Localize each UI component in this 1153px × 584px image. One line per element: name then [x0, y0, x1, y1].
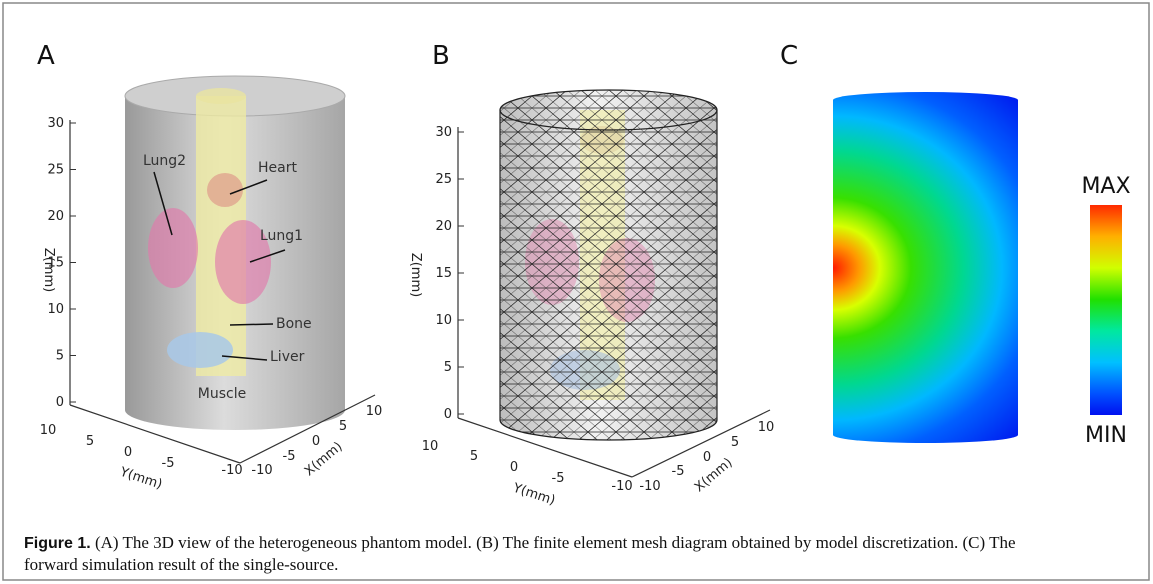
z-tick-label: 30	[435, 125, 452, 140]
z-tick-label: 15	[47, 256, 64, 271]
y-tick-label: -5	[162, 456, 175, 471]
y-tick-label: 5	[470, 449, 478, 464]
y-tick-label: 5	[86, 434, 94, 449]
x-tick-label: -10	[251, 463, 272, 478]
organ-label: Lung1	[260, 228, 303, 244]
panel-label: C	[780, 41, 798, 71]
organ-label: Liver	[270, 349, 305, 365]
x-tick-label: 10	[366, 404, 383, 419]
x-tick-label: 5	[339, 419, 347, 434]
y-tick-label: 0	[510, 460, 518, 475]
organ-label: Heart	[258, 160, 297, 176]
axis-line	[239, 394, 376, 464]
y-tick-label: 0	[124, 445, 132, 460]
y-axis-label: Y(mm)	[117, 465, 164, 493]
caption: Figure 1. (A) The 3D view of the heterog…	[24, 532, 1024, 575]
y-tick-label: 10	[422, 439, 439, 454]
axis-line	[457, 417, 633, 478]
z-tick-label: 15	[435, 266, 452, 281]
x-axis-label: X(mm)	[302, 439, 346, 479]
x-tick-label: 10	[758, 420, 775, 435]
z-tick-label: 10	[435, 313, 452, 328]
z-tick-label: 5	[444, 360, 452, 375]
y-axis-label: Y(mm)	[510, 481, 557, 509]
z-tick-label: 10	[47, 302, 64, 317]
x-axis-label: X(mm)	[692, 455, 736, 495]
x-tick-label: 0	[312, 434, 320, 449]
z-tick-label: 0	[444, 407, 452, 422]
panel-c-heatmap: MAX MIN	[833, 92, 1131, 448]
x-tick-label: -10	[639, 479, 660, 494]
panel-label: B	[432, 41, 450, 71]
axis-line	[631, 409, 771, 478]
z-tick-label: 25	[435, 172, 452, 187]
z-tick-label: 25	[47, 163, 64, 178]
caption-text: (A) The 3D view of the heterogeneous pha…	[24, 533, 1016, 574]
z-tick-label: 20	[47, 209, 64, 224]
x-tick-label: -5	[672, 464, 685, 479]
caption-label: Figure 1.	[24, 535, 91, 552]
z-tick-label: 20	[435, 219, 452, 234]
z-axis-label: Z(mm)	[408, 253, 423, 297]
colorbar-min: MIN	[1085, 423, 1127, 448]
organ-label: Bone	[276, 316, 312, 332]
z-tick-label: 5	[56, 349, 64, 364]
axis-line	[69, 404, 241, 464]
x-tick-label: 5	[731, 435, 739, 450]
z-tick-label: 30	[47, 116, 64, 131]
y-tick-label: -5	[552, 471, 565, 486]
organ-label: Lung2	[143, 153, 186, 169]
panel-label: A	[37, 41, 55, 71]
x-tick-label: -5	[283, 449, 296, 464]
panel-b-mesh	[499, 89, 718, 441]
colorbar	[1090, 205, 1122, 415]
x-tick-label: 0	[703, 450, 711, 465]
z-tick-label: 0	[56, 395, 64, 410]
z-axis-label: Z(mm)	[41, 248, 56, 292]
colorbar-max: MAX	[1081, 174, 1130, 199]
y-tick-label: -10	[611, 479, 632, 494]
y-tick-label: -10	[221, 463, 242, 478]
panel-a-model	[124, 75, 346, 430]
y-tick-label: 10	[40, 423, 57, 438]
organ-label: Muscle	[198, 386, 246, 402]
